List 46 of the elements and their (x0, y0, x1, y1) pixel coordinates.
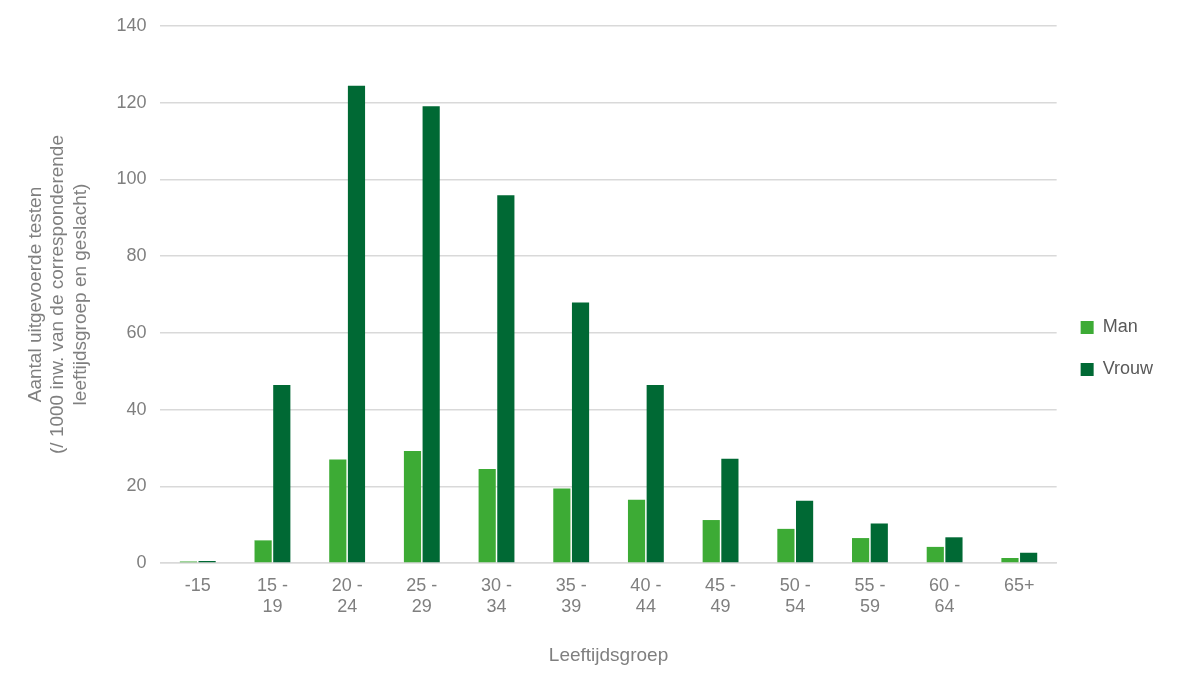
x-tick-label: -15 (184, 574, 211, 595)
y-tick-label: 60 (126, 321, 147, 342)
bar (627, 499, 646, 563)
bar (1001, 558, 1019, 563)
x-tick-label: 30 - 34 (481, 574, 513, 617)
y-tick-label: 80 (126, 245, 147, 266)
x-tick-label: 40 - 44 (630, 574, 662, 617)
x-tick-label: 15 - 19 (256, 574, 288, 617)
y-tick-label: 140 (116, 14, 147, 35)
x-tick-label: 25 - 29 (406, 574, 438, 617)
x-tick-label: 60 - 64 (929, 574, 961, 617)
bar (273, 385, 291, 563)
x-tick-label: 45 - 49 (705, 574, 737, 617)
bar (945, 537, 963, 563)
x-tick-label: 20 - 24 (331, 574, 363, 617)
bar (721, 458, 739, 563)
y-tick-label: 120 (116, 91, 147, 112)
y-tick-label: 100 (116, 168, 147, 189)
x-tick-label: 35 - 39 (555, 574, 587, 617)
x-axis-title: Leeftijdsgroep (548, 643, 669, 665)
bar (403, 451, 422, 563)
bar (777, 528, 795, 563)
bar (329, 459, 347, 563)
y-tick-label: 40 (126, 398, 147, 419)
bar (702, 520, 720, 563)
bar (1020, 552, 1038, 563)
x-tick-label: 65+ (1004, 574, 1035, 595)
x-tick-label: 50 - 54 (779, 574, 811, 617)
y-tick-label: 20 (126, 475, 147, 496)
y-axis-title: Aantal uitgevoerde testen (/ 1000 inw. van de corresponderende leeftijdsgroep en geslacht) (23, 135, 91, 454)
x-tick-label: 55 - 59 (854, 574, 886, 617)
bar (852, 538, 870, 563)
bar (646, 385, 664, 563)
bar (796, 500, 814, 563)
bar (926, 546, 944, 563)
bar (478, 469, 496, 563)
bar (497, 195, 515, 563)
bar (422, 106, 440, 563)
bar (254, 540, 272, 563)
bar (347, 85, 366, 563)
y-tick-label: 0 (136, 551, 147, 572)
legend-label: Vrouw (1102, 358, 1154, 379)
bar (553, 488, 571, 563)
bar (870, 523, 888, 563)
legend-label: Man (1102, 316, 1138, 337)
bar (571, 302, 590, 563)
